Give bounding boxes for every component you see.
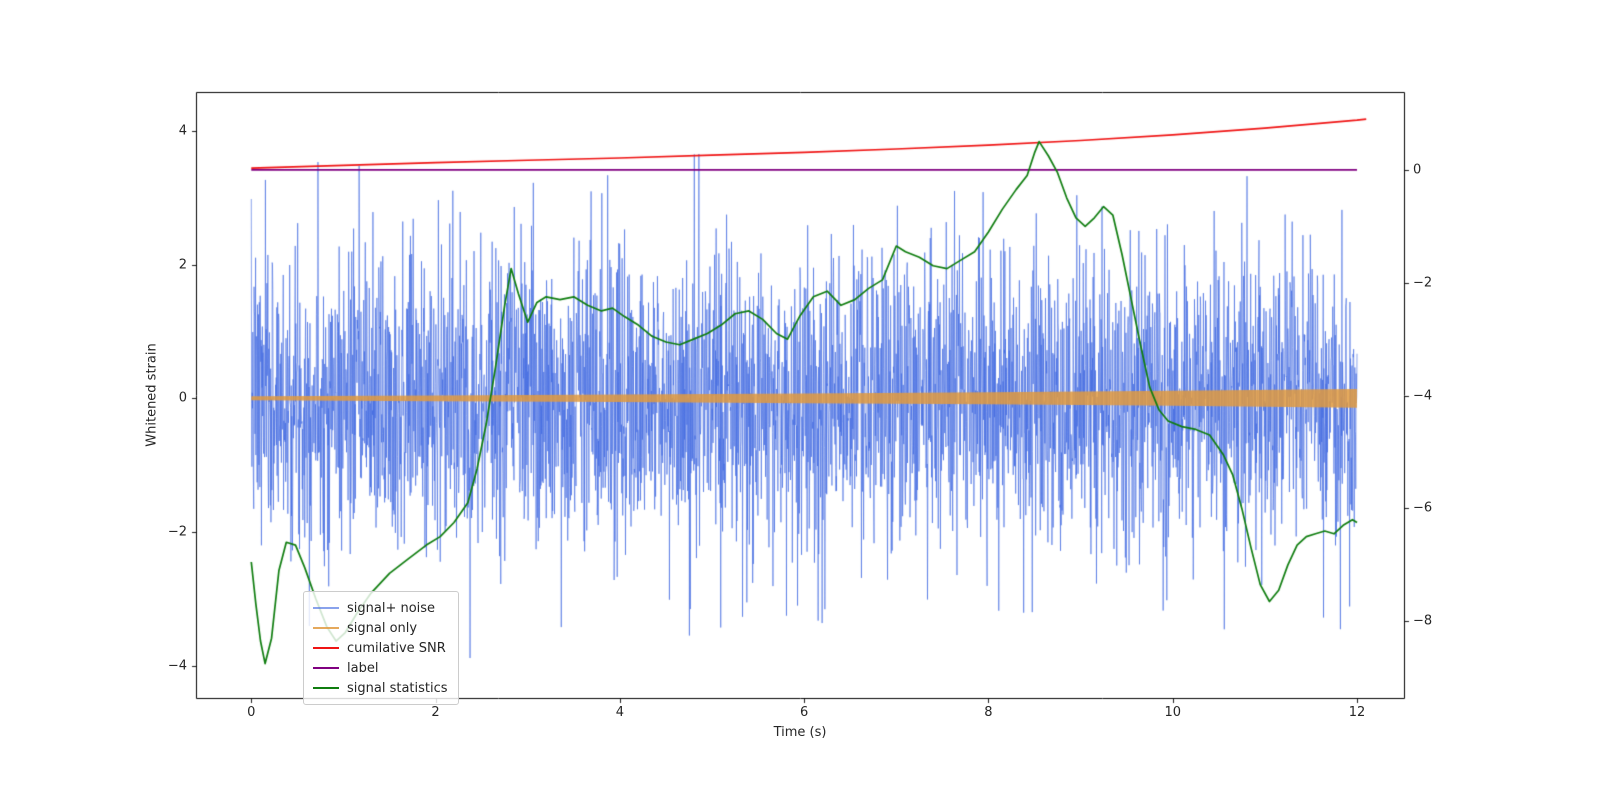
y-right-tick-label: 0 (1413, 162, 1422, 178)
legend-swatch-label (313, 667, 339, 669)
y-left-tick-label: −2 (167, 524, 187, 540)
legend-item: signal+ noise (313, 598, 448, 618)
legend-swatch-signal-only (313, 627, 339, 629)
legend-item: label (313, 658, 448, 678)
x-axis-label: Time (s) (773, 725, 827, 740)
legend-label: signal+ noise (347, 600, 436, 616)
legend-item: signal statistics (313, 678, 448, 698)
y-right-tick-label: −4 (1413, 388, 1433, 404)
y-left-tick-label: 0 (178, 390, 187, 406)
legend-label: label (347, 660, 379, 676)
y-axis-label: Whitened strain (144, 343, 160, 447)
legend-swatch-signal-statistics (313, 687, 339, 689)
y-left-tick-label: 4 (178, 123, 187, 139)
legend: signal+ noise signal only cumilative SNR… (303, 591, 459, 705)
y-right-tick-label: −2 (1413, 275, 1433, 291)
legend-item: signal only (313, 618, 448, 638)
legend-swatch-signal-noise (313, 607, 339, 609)
y-left-tick-label: 2 (178, 257, 187, 273)
x-tick-label: 6 (800, 705, 809, 720)
legend-label: signal statistics (347, 680, 448, 696)
x-tick-label: 10 (1164, 705, 1181, 720)
legend-item: cumilative SNR (313, 638, 448, 658)
legend-swatch-cumulative-snr (313, 647, 339, 649)
x-tick-label: 8 (984, 705, 993, 720)
y-left-tick-label: −4 (167, 658, 187, 674)
legend-label: signal only (347, 620, 418, 636)
x-tick-label: 4 (615, 705, 624, 720)
y-right-tick-label: −6 (1413, 500, 1433, 516)
x-tick-label: 2 (431, 705, 440, 720)
legend-label: cumilative SNR (347, 640, 446, 656)
x-tick-label: 12 (1348, 705, 1366, 720)
y-right-tick-label: −8 (1413, 613, 1433, 629)
x-tick-label: 0 (247, 705, 256, 720)
